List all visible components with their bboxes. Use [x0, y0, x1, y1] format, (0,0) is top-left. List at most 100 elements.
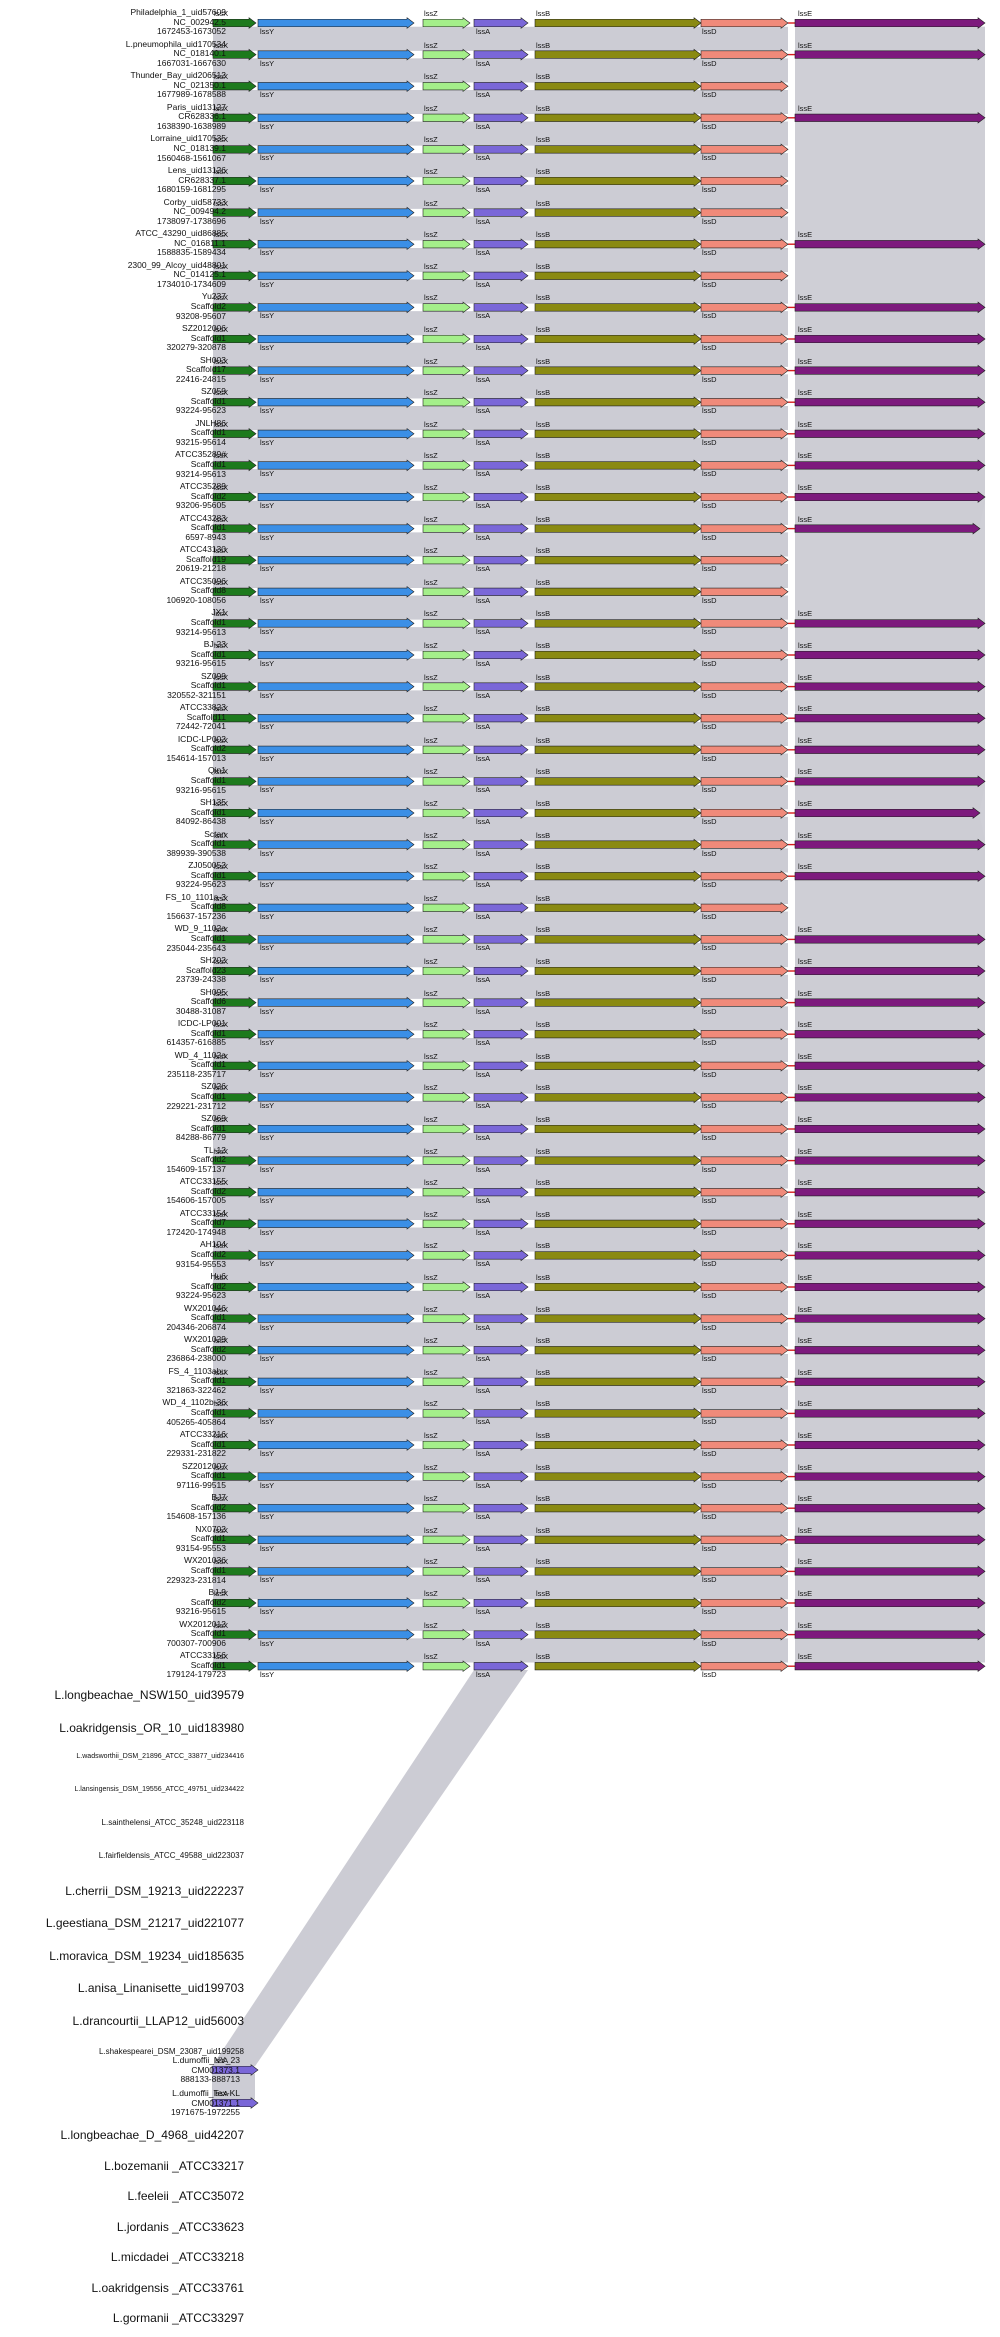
- gene-arrow-lssB: [534, 1091, 702, 1104]
- gene-tag-lssY: lssY: [260, 279, 275, 289]
- strain-label-acc: Scaffold1: [190, 648, 226, 659]
- gene-tag-lssX: lssX: [214, 1051, 229, 1061]
- gene-tag-lssY: lssY: [260, 1164, 275, 1174]
- gene-arrow-lssY: [257, 17, 415, 29]
- organism-label: L.lansingensis_DSM_19556_ATCC_49751_uid2…: [74, 1785, 244, 1793]
- gene-tag-lssY: lssY: [260, 248, 275, 258]
- gene-arrow-lssX: [212, 743, 257, 756]
- strain-label: ATCC33156 Scaffold1 179124-179723: [166, 1651, 226, 1680]
- gene-arrow-lssB: [534, 1281, 702, 1293]
- gene-tag-lssZ: lssZ: [424, 609, 438, 619]
- dumoffii-label-name: L.dumoffii_NY_23: [172, 2055, 240, 2065]
- gene-tag-lssE: lssE: [798, 1462, 813, 1472]
- strain-label-acc: Scaffold1: [190, 1312, 226, 1323]
- gene-arrow-lssB: [534, 333, 702, 345]
- gene-row: [212, 775, 986, 788]
- gene-arrow-lssX: [212, 1439, 257, 1451]
- gene-tag-lssD: lssD: [702, 1291, 717, 1300]
- organism-label: L.longbeachae_NSW150_uid39579: [54, 1688, 245, 1702]
- gene-tag-lssE: lssE: [798, 988, 813, 998]
- gene-tag-lssA: lssA: [476, 1101, 491, 1111]
- gene-arrow-lssD: [700, 965, 789, 977]
- gene-tag-lssX: lssX: [214, 1178, 229, 1188]
- gene-arrow-lssZ: [422, 1217, 471, 1230]
- gene-tag-lssE: lssE: [798, 925, 813, 935]
- gene-tag-lssE: lssE: [798, 1367, 813, 1377]
- strain-label-name: AH104: [200, 1239, 226, 1250]
- strain-label: JNLH86 Scaffold1 93215-95614: [176, 418, 226, 448]
- strain-label: SH095 Scaffold6 30488-31087: [175, 987, 226, 1017]
- strain-label: WX201029 Scaffold2 236864-238000: [166, 1335, 226, 1364]
- gene-tag-lssD: lssD: [702, 1480, 717, 1490]
- strain-label-acc: CR628336.1: [178, 111, 226, 122]
- homology-band: [213, 848, 788, 873]
- gene-tag-lssD: lssD: [702, 185, 717, 194]
- gene-tag-lssZ: lssZ: [424, 483, 438, 492]
- gene-tag-lssE: lssE: [798, 1431, 813, 1440]
- gene-arrow-lssY: [257, 1091, 415, 1104]
- gene-tag-lssZ: lssZ: [424, 1431, 438, 1440]
- gene-arrow-lssZ: [422, 459, 471, 472]
- gene-arrow-lssZ: [422, 396, 471, 409]
- gene-tag-lssZ: lssZ: [424, 704, 438, 714]
- gene-tag-lssD: lssD: [702, 785, 717, 795]
- gene-tag-lssE: lssE: [798, 1336, 813, 1346]
- gene-arrow-lssD: [700, 301, 789, 314]
- gene-tag-lssB: lssB: [536, 261, 551, 271]
- gene-tag-lssX: lssX: [214, 325, 229, 334]
- gene-arrow-lssD: [700, 712, 789, 725]
- gene-tag-lssX: lssX: [214, 735, 229, 745]
- strain-label: Philadelphia_1_uid57609 NC_002942.5 167245…: [131, 7, 226, 37]
- gene-tag-lssD: lssD: [702, 1322, 717, 1332]
- gene-arrow-lssY: [257, 712, 415, 725]
- strain-label-acc: Scaffold1: [190, 869, 226, 880]
- gene-arrow-lssA: [473, 1628, 529, 1641]
- gene-tag-lssA: lssA: [476, 1038, 491, 1048]
- gene-tag-lssB: lssB: [536, 609, 551, 619]
- organism-label: L.fairfieldensis_ATCC_49588_uid223037: [98, 1851, 244, 1860]
- gene-tag-lssB: lssB: [536, 1525, 551, 1535]
- gene-tag-lssY: lssY: [260, 1133, 275, 1142]
- strain-label-acc: NC_018140.1: [173, 48, 226, 59]
- gene-row: [212, 522, 981, 535]
- gene-row: [212, 1407, 986, 1420]
- gene-arrow-lssY: [257, 1628, 415, 1641]
- gene-arrow-lssY: [257, 48, 415, 61]
- strain-label: BJ-9 Scaffold2 93216-95615: [176, 1587, 226, 1617]
- gene-tag-lssE: lssE: [798, 419, 813, 429]
- gene-tag-lssB: lssB: [536, 1652, 551, 1662]
- strain-label: ATCC43130 Scaffold19 20619-21218: [176, 545, 226, 574]
- gene-arrow-lssX: [212, 17, 257, 29]
- gene-arrow-lssA: [473, 933, 529, 946]
- gene-arrow-lssY: [257, 459, 415, 472]
- strain-label-coords: 30488-31087: [175, 1005, 226, 1016]
- gene-tag-lssZ: lssZ: [424, 1241, 438, 1251]
- gene-arrow-lssA: [473, 206, 529, 219]
- gene-tag-lssE: lssE: [798, 388, 813, 398]
- gene-arrow-lssD: [700, 649, 789, 661]
- gene-tag-lssZ: lssZ: [424, 40, 438, 50]
- gene-row: [212, 333, 986, 345]
- gene-arrow-lssA: [473, 333, 529, 345]
- gene-arrow-lssD: [700, 585, 789, 598]
- gene-arrow-lssA: [473, 80, 529, 93]
- gene-tag-lssZ: lssZ: [424, 988, 438, 998]
- strain-label: Corby_uid58733 NC_009494.2 1738097-1738696: [157, 197, 226, 227]
- organism-label: L.feeleii _ATCC35072: [127, 2189, 244, 2203]
- gene-arrow-lssA: [473, 870, 529, 883]
- gene-arrow-lssB: [534, 206, 702, 219]
- gene-tag-lssE: lssE: [798, 483, 813, 492]
- strain-label-coords: 405265-405864: [166, 1416, 226, 1427]
- gene-tag-lssD: lssD: [702, 1512, 717, 1522]
- gene-arrow-lssE: [794, 396, 986, 409]
- gene-arrow-lssD: [700, 1186, 789, 1199]
- gene-arrow-lssB: [534, 712, 702, 725]
- gene-tag-lssA: lssA: [476, 374, 491, 384]
- gene-arrow-lssA: [473, 838, 529, 851]
- gene-tag-lssY: lssY: [260, 975, 275, 984]
- gene-tag-lssE: lssE: [798, 103, 813, 113]
- strain-label-coords: 389939-390538: [166, 847, 226, 858]
- gene-tag-lssB: lssB: [536, 704, 551, 714]
- organism-label: L.bozemanii _ATCC33217: [104, 2158, 244, 2173]
- gene-arrow-lssX: [212, 870, 257, 883]
